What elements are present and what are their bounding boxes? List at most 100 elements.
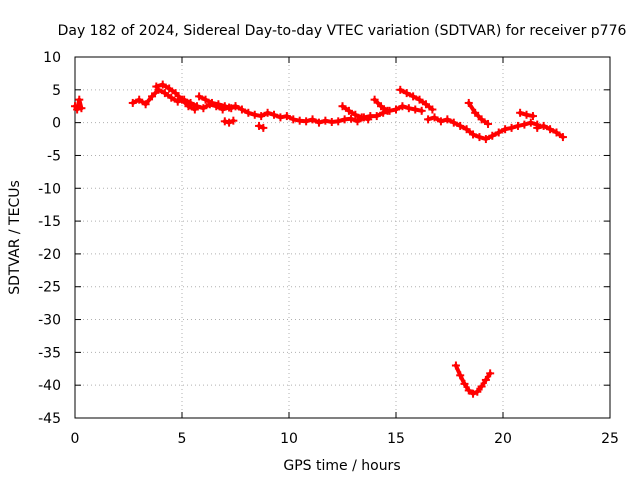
- data-point: [135, 95, 144, 104]
- data-point: [443, 115, 452, 124]
- data-point: [321, 116, 330, 125]
- data-point: [173, 97, 182, 106]
- data-point: [201, 95, 210, 104]
- data-point: [229, 116, 238, 125]
- data-point: [377, 102, 386, 111]
- data-point: [477, 382, 486, 391]
- x-tick-label: 5: [178, 431, 187, 447]
- data-point: [372, 112, 381, 121]
- data-point: [334, 117, 343, 126]
- data-point: [398, 102, 407, 111]
- y-tick-label: -45: [38, 411, 61, 427]
- data-point: [417, 106, 426, 115]
- y-tick-label: 0: [52, 116, 61, 132]
- data-point: [257, 112, 266, 121]
- x-tick-label: 10: [280, 431, 298, 447]
- y-tick-label: -10: [38, 181, 61, 197]
- data-point: [552, 128, 561, 137]
- data-point: [558, 133, 567, 142]
- data-trace: [73, 97, 84, 112]
- y-tick-label: -25: [38, 280, 61, 296]
- x-tick-label: 0: [71, 431, 80, 447]
- data-point: [250, 110, 259, 119]
- data-point: [428, 105, 437, 114]
- data-point: [520, 120, 529, 129]
- data-point: [507, 123, 516, 132]
- data-point: [167, 93, 176, 102]
- data-point: [484, 119, 493, 128]
- grid-lines: [75, 57, 610, 418]
- data-point: [415, 95, 424, 104]
- x-tick-label: 15: [387, 431, 405, 447]
- data-point: [347, 114, 356, 123]
- data-point: [195, 92, 204, 101]
- data-point: [392, 105, 400, 114]
- data-point: [73, 105, 82, 114]
- data-point: [546, 125, 555, 134]
- y-tick-label: -30: [38, 313, 61, 329]
- data-point: [464, 98, 473, 107]
- data-point: [473, 387, 482, 396]
- data-point: [481, 375, 490, 384]
- data-point: [270, 110, 279, 119]
- y-tick-label: 10: [43, 50, 61, 66]
- x-tick-label: 25: [601, 431, 619, 447]
- tick-labels: 0 5 10 15 20 25 10 5 0 -5 -10 -15 -20 -25 -30 -35 -40 -45: [38, 50, 619, 447]
- data-point: [141, 100, 150, 109]
- data-point: [411, 105, 420, 114]
- data-point: [469, 389, 478, 398]
- data-point: [289, 115, 298, 124]
- data-point: [128, 98, 137, 107]
- data-point: [220, 102, 229, 111]
- data-point: [460, 379, 469, 388]
- data-point: [464, 386, 473, 395]
- data-point: [488, 131, 497, 140]
- data-point: [430, 113, 439, 122]
- data-point: [539, 121, 548, 130]
- data-point: [370, 95, 379, 104]
- data-point: [178, 95, 186, 104]
- data-trace: [466, 100, 490, 126]
- data-point: [396, 85, 405, 94]
- data-point: [184, 102, 193, 111]
- data-points: [71, 80, 567, 398]
- data-point: [227, 104, 236, 113]
- data-point: [259, 123, 268, 132]
- data-point: [244, 108, 253, 117]
- chart-title: Day 182 of 2024, Sidereal Day-to-day VTE…: [58, 23, 627, 39]
- data-point: [160, 89, 169, 98]
- data-point: [77, 104, 86, 113]
- data-point: [475, 133, 484, 142]
- y-tick-label: -20: [38, 247, 61, 263]
- data-point: [276, 113, 285, 122]
- data-point: [225, 118, 234, 127]
- plot-frame: [74, 56, 611, 419]
- data-point: [516, 108, 525, 117]
- data-point: [199, 104, 208, 113]
- data-point: [190, 105, 199, 114]
- data-point: [237, 105, 246, 114]
- data-point: [451, 361, 460, 370]
- data-point: [421, 100, 430, 109]
- y-tick-label: -40: [38, 378, 61, 394]
- y-tick-label: 5: [52, 83, 61, 99]
- data-point: [165, 84, 174, 93]
- data-point: [314, 118, 323, 127]
- data-point: [494, 128, 503, 137]
- data-point: [148, 92, 157, 101]
- data-point: [282, 112, 291, 121]
- data-point: [344, 106, 353, 115]
- data-point: [528, 112, 537, 121]
- data-point: [364, 115, 373, 124]
- data-point: [501, 125, 510, 134]
- data-point: [424, 115, 433, 124]
- data-point: [402, 89, 411, 98]
- data-point: [351, 110, 360, 119]
- y-tick-label: -35: [38, 345, 61, 361]
- data-point: [513, 121, 522, 130]
- data-point: [462, 125, 471, 134]
- data-point: [486, 369, 495, 378]
- data-point: [220, 117, 229, 126]
- data-point: [409, 92, 418, 101]
